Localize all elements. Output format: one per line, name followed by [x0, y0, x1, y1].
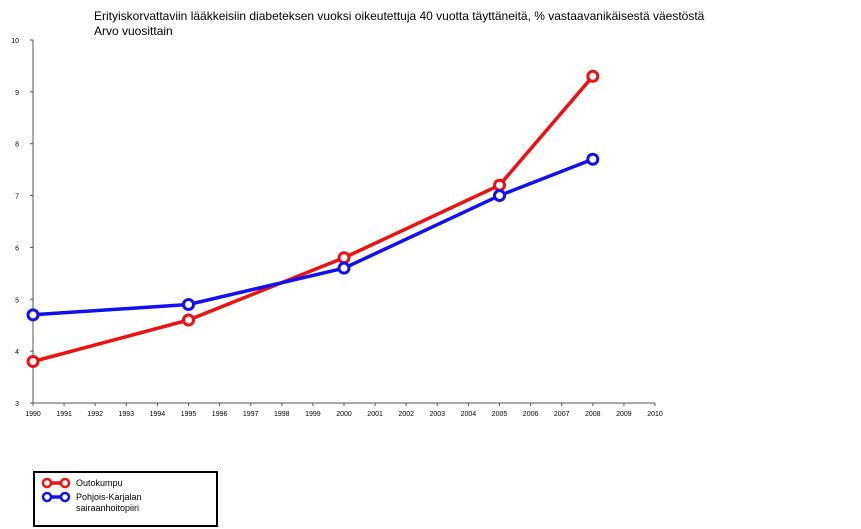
series-1-point — [493, 178, 506, 192]
x-tick-label: 1996 — [212, 411, 228, 418]
series-1-point — [586, 69, 600, 83]
x-tick-label: 2003 — [430, 411, 446, 418]
legend-item-2-label: Pohjois-Karjalan — [76, 492, 142, 502]
series-2-point — [26, 308, 40, 322]
legend-item-2-label: sairaanhoitopiiri — [76, 503, 139, 513]
y-tick-label: 5 — [15, 297, 19, 304]
series-1-point — [26, 355, 40, 369]
x-tick-label: 2002 — [398, 411, 414, 418]
chart-subtitle: Arvo vuosittain — [94, 24, 173, 38]
x-tick-label: 2006 — [523, 411, 539, 418]
series-2-line — [32, 157, 594, 317]
x-tick-label: 2001 — [367, 411, 383, 418]
x-axis-ticks: 1990 1991 1992 1993 1994 1995 1996 1997 1998 1999… — [25, 403, 663, 418]
x-tick-label: 1993 — [119, 411, 135, 418]
legend-item-1-label: Outokumpu — [76, 478, 123, 488]
legend-item-1-marker-left — [41, 477, 53, 489]
y-tick-label: 3 — [15, 401, 19, 408]
x-tick-label: 2000 — [336, 411, 352, 418]
legend-item-1-marker-right — [59, 477, 71, 489]
chart-title: Erityiskorvattaviin lääkkeisiin diabetek… — [94, 9, 705, 23]
y-axis-ticks: 3 4 5 6 7 8 9 10 — [11, 38, 33, 408]
series-1-line — [32, 75, 595, 364]
y-tick-label: 6 — [15, 245, 19, 252]
series-2-point — [493, 189, 506, 203]
x-tick-label: 1998 — [274, 411, 290, 418]
x-tick-label: 1990 — [25, 411, 41, 418]
legend-items: Outokumpu Pohjois-Karjalansairaanhoitopii… — [41, 477, 142, 513]
x-tick-label: 1992 — [87, 411, 103, 418]
x-tick-label: 1997 — [243, 411, 259, 418]
series-1-point — [337, 251, 351, 265]
legend-item-2-marker-left — [41, 491, 53, 503]
series-2-point — [182, 297, 195, 311]
series-2-point — [586, 152, 600, 166]
x-tick-label: 2005 — [492, 411, 508, 418]
legend: Outokumpu Pohjois-Karjalansairaanhoitopii… — [33, 471, 218, 527]
series-2-point — [337, 261, 351, 275]
y-tick-label: 7 — [15, 194, 19, 201]
x-tick-label: 1994 — [150, 411, 166, 418]
series-layer — [26, 69, 600, 369]
series-1-point — [182, 313, 195, 327]
axes — [32, 40, 655, 404]
y-tick-label: 4 — [15, 349, 19, 356]
x-tick-label: 2008 — [585, 411, 601, 418]
x-tick-label: 2007 — [554, 411, 570, 418]
x-tick-label: 2010 — [647, 411, 663, 418]
y-tick-label: 8 — [15, 142, 19, 149]
x-tick-label: 1995 — [181, 411, 197, 418]
x-tick-label: 2009 — [616, 411, 632, 418]
legend-item-2-marker-right — [59, 491, 71, 503]
x-tick-label: 1999 — [305, 411, 321, 418]
x-tick-label: 1991 — [56, 411, 72, 418]
y-tick-label: 10 — [11, 38, 19, 45]
x-tick-label: 2004 — [461, 411, 477, 418]
y-tick-label: 9 — [15, 90, 19, 97]
